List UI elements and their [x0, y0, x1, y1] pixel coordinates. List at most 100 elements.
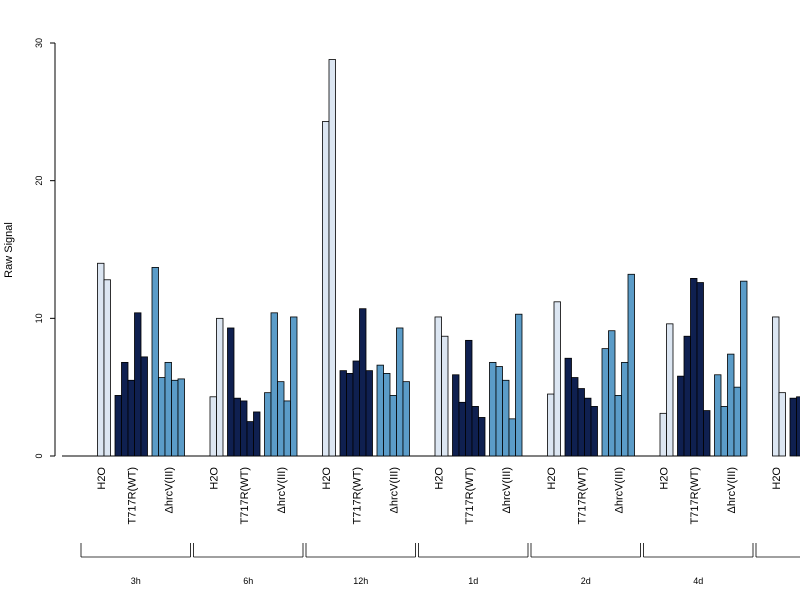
bar	[97, 262, 105, 457]
bar	[127, 379, 135, 457]
group-brackets: 3h6h12h1d2d4d6d	[80, 543, 800, 586]
category-label: T717R(WT)	[239, 467, 251, 524]
y-tick-label: 0	[34, 453, 44, 458]
bar	[339, 370, 347, 457]
bar	[683, 335, 691, 457]
group-label: 3h	[131, 576, 141, 586]
bar	[103, 279, 111, 457]
bar	[703, 410, 711, 457]
category-label: ΔhrcV(III)	[276, 467, 288, 513]
bar	[508, 418, 516, 457]
bar	[796, 396, 800, 457]
bar	[328, 59, 336, 457]
bar	[121, 361, 129, 457]
group-label: 1d	[468, 576, 478, 586]
bar	[171, 379, 179, 457]
bar	[151, 266, 159, 457]
category-label: ΔhrcV(III)	[501, 467, 513, 513]
bar	[740, 280, 748, 457]
category-label: T717R(WT)	[126, 467, 138, 524]
y-tick-label: 20	[34, 176, 44, 186]
category-label: H2O	[321, 467, 333, 490]
bar	[571, 377, 579, 457]
bar	[478, 417, 486, 457]
bar	[720, 406, 728, 457]
bar	[396, 327, 404, 457]
bar	[489, 361, 497, 457]
bar	[352, 360, 360, 457]
bar	[383, 372, 391, 457]
category-label: ΔhrcV(III)	[163, 467, 175, 513]
bar	[789, 397, 797, 457]
bar	[253, 411, 261, 457]
bar	[515, 313, 523, 457]
category-label: T717R(WT)	[576, 467, 588, 524]
bar	[227, 327, 235, 457]
bar	[283, 400, 291, 457]
bar	[346, 372, 354, 457]
bar	[290, 316, 298, 457]
bar	[209, 396, 217, 457]
bar	[389, 395, 397, 457]
bar	[627, 273, 635, 457]
bar	[264, 392, 272, 457]
bar	[677, 375, 685, 457]
category-label: H2O	[546, 467, 558, 490]
bar	[434, 316, 442, 457]
bar	[441, 335, 449, 457]
y-axis-title: Raw Signal	[3, 222, 15, 278]
bar	[608, 330, 616, 457]
bar	[140, 356, 148, 457]
category-labels: H2O T717R(WT) ΔhrcV(III) H2O T717R(WT) ΔhrcV(…	[96, 467, 783, 525]
category-label: ΔhrcV(III)	[388, 467, 400, 513]
category-label: H2O	[658, 467, 670, 490]
category-label: H2O	[771, 467, 783, 490]
category-label: ΔhrcV(III)	[726, 467, 738, 513]
bar	[614, 395, 622, 457]
bar	[547, 393, 555, 457]
bar	[577, 388, 585, 457]
bar	[502, 379, 510, 457]
y-tick-label: 30	[34, 38, 44, 48]
bar	[590, 406, 598, 457]
bar	[452, 374, 460, 457]
category-label: H2O	[433, 467, 445, 490]
bar	[465, 339, 473, 457]
category-label: T717R(WT)	[464, 467, 476, 524]
bar	[696, 282, 704, 457]
bar	[659, 412, 667, 457]
bar	[246, 421, 254, 457]
bar	[402, 381, 410, 457]
category-label: T717R(WT)	[689, 467, 701, 524]
bar	[177, 378, 185, 457]
bar	[778, 392, 786, 457]
bar	[584, 397, 592, 457]
bar	[553, 301, 561, 457]
bar	[621, 361, 629, 457]
category-label: H2O	[96, 467, 108, 490]
group-label: 4d	[693, 576, 703, 586]
bar	[376, 364, 384, 457]
bar	[458, 401, 466, 457]
bar	[164, 361, 172, 457]
bar	[277, 381, 285, 457]
category-label: H2O	[208, 467, 220, 490]
bar	[727, 353, 735, 457]
bar	[114, 395, 122, 457]
bar	[270, 312, 278, 457]
bar	[666, 323, 674, 457]
bar	[158, 377, 166, 457]
bar	[733, 386, 741, 457]
bar	[714, 374, 722, 457]
y-tick-label: 10	[34, 313, 44, 323]
bar	[772, 316, 780, 457]
bars	[97, 59, 800, 457]
bar	[601, 348, 609, 457]
bar	[564, 357, 572, 457]
category-label: T717R(WT)	[351, 467, 363, 524]
bar	[495, 366, 503, 457]
bar	[359, 308, 367, 457]
bar	[322, 121, 330, 457]
bar	[233, 397, 241, 457]
